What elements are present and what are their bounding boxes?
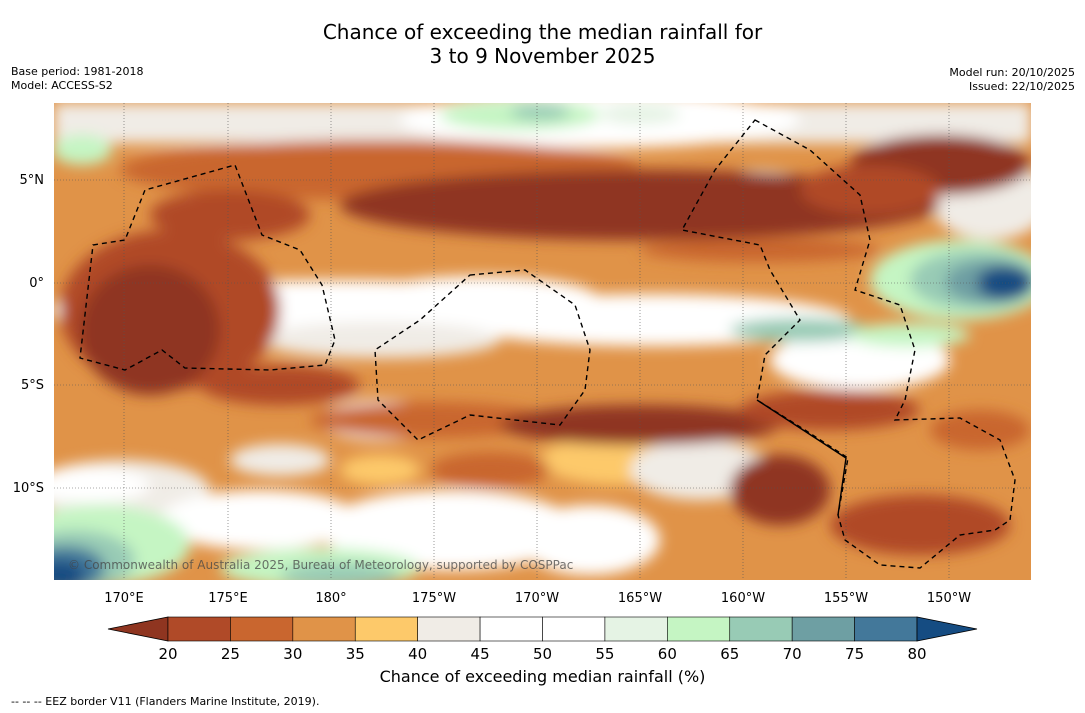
lat-label: 5°N	[20, 173, 45, 188]
map-title-line2: 3 to 9 November 2025	[429, 44, 656, 68]
colorbar-bin	[230, 616, 294, 642]
issued-date-text: Issued: 22/10/2025	[968, 80, 1075, 93]
lon-label: 175°E	[208, 591, 248, 606]
colorbar-bin	[354, 616, 418, 642]
colorbar-bin	[729, 616, 793, 642]
model-name-text: Model: ACCESS-S2	[11, 79, 113, 92]
colorbar-bin	[167, 616, 231, 642]
rainfall-probability-field	[54, 103, 1031, 580]
model-info: Base period: 1981-2018 Model: ACCESS-S2	[11, 65, 143, 93]
lon-label: 170°W	[515, 591, 559, 606]
colorbar-tick-label: 25	[221, 645, 240, 663]
colorbar-low-arrow	[107, 616, 169, 642]
colorbar-tick-label: 35	[346, 645, 365, 663]
colorbar-tick-label: 55	[595, 645, 614, 663]
eez-border-lines	[79, 119, 1016, 569]
colorbar: 20 25 30 35 40 45 50 55 60 65 70 75 80	[107, 616, 978, 663]
colorbar-tick-label: 20	[158, 645, 177, 663]
colorbar-tick-label: 80	[907, 645, 926, 663]
lon-label: 160°W	[721, 591, 765, 606]
colorbar-bin	[542, 616, 606, 642]
colorbar-bin	[604, 616, 668, 642]
lat-label: 0°	[29, 276, 44, 291]
model-run-text: Model run: 20/10/2025	[949, 66, 1075, 79]
colorbar-label: Chance of exceeding median rainfall (%)	[379, 667, 706, 686]
colorbar-bin	[292, 616, 356, 642]
colorbar-tick-label: 60	[658, 645, 677, 663]
copyright-notice: © Commonwealth of Australia 2025, Bureau…	[68, 558, 574, 572]
colorbar-bin	[417, 616, 481, 642]
colorbar-tick-label: 45	[471, 645, 490, 663]
lon-label: 175°W	[412, 591, 456, 606]
colorbar-tick-label: 50	[533, 645, 552, 663]
lon-label: 165°W	[618, 591, 662, 606]
lon-label: 150°W	[927, 591, 971, 606]
base-period-text: Base period: 1981-2018	[11, 65, 144, 78]
colorbar-high-arrow	[916, 616, 978, 642]
colorbar-bin	[667, 616, 731, 642]
lat-label: 5°S	[21, 378, 44, 393]
graticule	[54, 103, 1031, 580]
run-info: Model run: 20/10/2025 Issued: 22/10/2025	[949, 66, 1075, 94]
colorbar-tick-label: 30	[283, 645, 302, 663]
colorbar-tick-label: 75	[845, 645, 864, 663]
lon-label: 170°E	[104, 591, 144, 606]
eez-solid-segment	[756, 399, 847, 516]
lon-label: 155°W	[824, 591, 868, 606]
map-title-line1: Chance of exceeding the median rainfall …	[322, 20, 763, 44]
colorbar-bin	[479, 616, 543, 642]
colorbar-bin	[854, 616, 918, 642]
colorbar-tick-label: 70	[783, 645, 802, 663]
colorbar-tick-label: 65	[720, 645, 739, 663]
latitude-labels: 5°N 0° 5°S 10°S	[13, 173, 44, 496]
longitude-labels: 170°E 175°E 180° 175°W 170°W 165°W 160°W…	[104, 591, 971, 606]
map-title: Chance of exceeding the median rainfall …	[0, 20, 1085, 68]
eez-legend-footer: -- -- -- EEZ border V11 (Flanders Marine…	[11, 695, 320, 708]
lat-label: 10°S	[13, 481, 44, 496]
lon-label: 180°	[315, 591, 346, 606]
colorbar-bin	[791, 616, 855, 642]
colorbar-tick-label: 40	[408, 645, 427, 663]
